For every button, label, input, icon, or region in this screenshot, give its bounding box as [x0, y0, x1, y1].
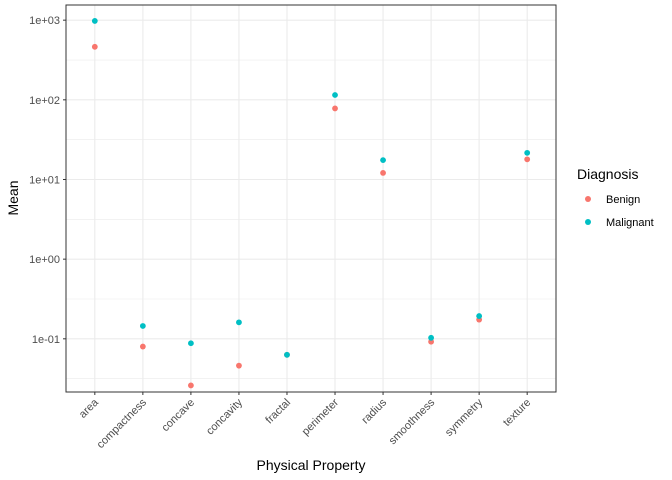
point-malignant-area — [91, 18, 98, 24]
legend-key-malignant — [585, 219, 591, 225]
x-tick-label: fractal — [263, 397, 293, 427]
y-tick-label: 1e+00 — [29, 254, 60, 266]
point-malignant-fractal — [284, 351, 290, 358]
x-tick-label: radius — [360, 396, 390, 426]
y-tick-label: 1e+01 — [29, 174, 60, 186]
major-gridlines — [66, 5, 556, 392]
point-malignant-perimeter — [332, 92, 338, 98]
point-malignant-concavity — [236, 319, 242, 326]
x-tick-label: perimeter — [300, 396, 342, 438]
plot-panel-border — [65, 4, 557, 393]
x-tick-label: smoothness — [387, 396, 438, 447]
point-benign-texture — [524, 156, 531, 163]
point-benign-perimeter — [332, 105, 338, 112]
point-benign-concavity — [236, 362, 242, 369]
data-points — [91, 18, 531, 389]
point-benign-area — [91, 43, 98, 50]
point-malignant-concave — [188, 340, 194, 347]
y-tick-label: 1e-01 — [32, 334, 60, 346]
legend-label-malignant: Malignant — [606, 217, 654, 229]
point-benign-radius — [380, 169, 386, 176]
x-tick-label: concavity — [204, 396, 245, 437]
y-tick-label: 1e+02 — [29, 95, 60, 107]
legend-label-benign: Benign — [606, 194, 640, 206]
x-tick-label: symmetry — [443, 396, 486, 439]
legend-title: Diagnosis — [577, 166, 638, 182]
x-axis-title: Physical Property — [257, 457, 366, 473]
x-tick-label: concave — [160, 397, 197, 434]
x-tick-label: texture — [501, 397, 533, 429]
plot-panel — [66, 5, 556, 392]
minor-gridlines — [66, 59, 556, 379]
x-tick-label: area — [77, 396, 102, 421]
point-benign-concave — [188, 382, 194, 389]
y-axis-ticks: 1e+03 1e+02 1e+01 1e+00 1e-01 — [29, 15, 66, 346]
point-malignant-symmetry — [476, 313, 483, 319]
point-malignant-radius — [380, 157, 386, 164]
point-malignant-smoothness — [428, 334, 434, 341]
point-benign-compactness — [139, 343, 146, 350]
point-malignant-texture — [524, 149, 531, 156]
y-tick-label: 1e+03 — [29, 15, 60, 27]
x-tick-label: compactness — [95, 396, 150, 451]
legend: Diagnosis Benign Malignant — [577, 166, 654, 229]
y-axis-title: Mean — [5, 180, 21, 215]
point-malignant-compactness — [139, 323, 146, 329]
legend-key-benign — [585, 196, 591, 202]
